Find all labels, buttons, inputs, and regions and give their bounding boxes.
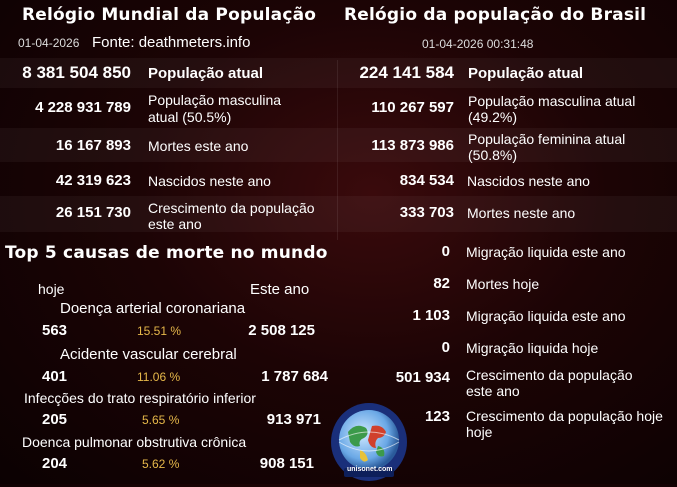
- cause-name: Acidente vascular cerebral: [60, 346, 237, 363]
- cause-pct: 5.65 %: [142, 413, 180, 427]
- cause-name: Doença arterial coronariana: [60, 300, 246, 317]
- brazil-deaths-today-value: 82: [433, 275, 450, 292]
- world-births-value: 42 319 623: [55, 172, 131, 189]
- brazil-growth-year-label-2: este ano: [466, 383, 520, 399]
- brazil-migration-year-label: Migração liquida este ano: [466, 244, 626, 260]
- brazil-migration-year-2-label: Migração liquida este ano: [466, 308, 626, 324]
- cause-today: 205: [42, 411, 68, 428]
- brazil-deaths-today-label: Mortes hoje: [466, 276, 540, 292]
- causes-title: Top 5 causas de morte no mundo: [5, 243, 328, 263]
- row-stripe: [0, 128, 677, 162]
- cause-pct: 15.51 %: [137, 324, 182, 338]
- world-date: 01-04-2026: [18, 36, 80, 50]
- brazil-migration-year-2-value: 1 103: [412, 307, 450, 324]
- brazil-female-label-2: (50.8%): [468, 147, 518, 163]
- world-source: Fonte: deathmeters.info: [92, 34, 251, 51]
- causes-col-year: Este ano: [250, 281, 310, 298]
- cause-year: 2 508 125: [248, 322, 315, 339]
- brazil-female-value: 113 873 986: [371, 137, 454, 154]
- brazil-growth-year-label-1: Crescimento da população: [466, 367, 633, 383]
- cause-year: 913 971: [266, 411, 321, 428]
- brazil-male-value: 110 267 597: [371, 99, 454, 116]
- logo-text: unisonet.com: [347, 466, 393, 473]
- world-growth-label-2: este ano: [148, 216, 202, 232]
- brazil-male-label-1: População masculina atual: [468, 93, 636, 109]
- cause-today: 204: [42, 455, 68, 472]
- brazil-deaths-value: 333 703: [399, 204, 454, 221]
- brazil-population-label: População atual: [468, 65, 584, 82]
- cause-year: 1 787 684: [261, 368, 328, 385]
- world-population-value: 8 381 504 850: [22, 63, 131, 82]
- brazil-deaths-label: Mortes neste ano: [467, 205, 576, 221]
- brazil-births-label: Nascidos neste ano: [467, 173, 590, 189]
- brazil-births-value: 834 534: [399, 172, 454, 189]
- cause-year: 908 151: [259, 455, 314, 472]
- world-male-label-2: atual (50.5%): [148, 109, 232, 125]
- cause-name: Infecções do trato respiratório inferior: [24, 390, 256, 406]
- brazil-growth-today-value: 123: [424, 408, 450, 425]
- world-male-value: 4 228 931 789: [35, 99, 131, 116]
- globe-icon: [331, 403, 407, 481]
- causes-col-today: hoje: [38, 281, 65, 297]
- brazil-growth-today-label-1: Crescimento da população hoje: [466, 408, 663, 424]
- cause-pct: 11.06 %: [137, 370, 181, 384]
- world-male-label-1: População masculina: [148, 92, 282, 108]
- column-divider: [337, 60, 338, 240]
- unisonet-logo[interactable]: unisonet.com: [330, 402, 408, 482]
- row-stripe: [0, 58, 677, 88]
- world-deaths-label: Mortes este ano: [148, 138, 249, 154]
- world-growth-value: 26 151 730: [55, 204, 131, 221]
- cause-pct: 5.62 %: [142, 457, 180, 471]
- brazil-male-label-2: (49.2%): [468, 109, 518, 125]
- brazil-migration-today-value: 0: [441, 339, 450, 356]
- brazil-growth-year-value: 501 934: [395, 369, 450, 386]
- brazil-title: Relógio da população do Brasil: [344, 5, 647, 25]
- world-deaths-value: 16 167 893: [55, 137, 131, 154]
- brazil-population-value: 224 141 584: [359, 63, 454, 82]
- brazil-growth-today-label-2: hoje: [466, 424, 493, 440]
- world-growth-label-1: Crescimento da população: [148, 200, 315, 216]
- cause-today: 401: [42, 368, 68, 385]
- brazil-migration-year-value: 0: [441, 243, 450, 260]
- world-title: Relógio Mundial da População: [22, 5, 317, 25]
- world-births-label: Nascidos neste ano: [148, 173, 271, 189]
- world-population-label: População atual: [148, 65, 264, 82]
- cause-name: Doenca pulmonar obstrutiva crônica: [22, 434, 247, 450]
- cause-today: 563: [42, 322, 68, 339]
- brazil-female-label-1: População feminina atual: [468, 131, 626, 147]
- brazil-datetime: 01-04-2026 00:31:48: [422, 37, 534, 51]
- row-stripe: [0, 196, 677, 232]
- brazil-migration-today-label: Migração liquida hoje: [466, 340, 599, 356]
